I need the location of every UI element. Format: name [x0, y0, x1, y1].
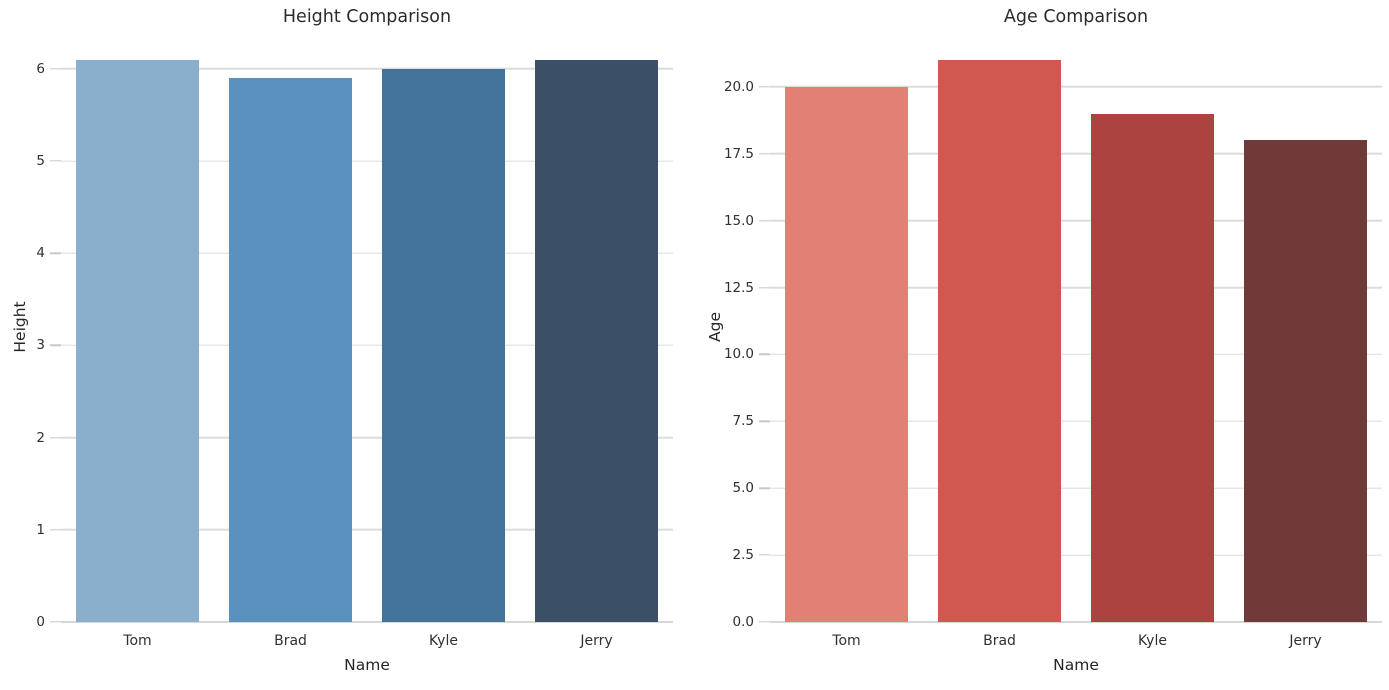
- x-tick-jerry: Jerry: [580, 633, 613, 649]
- plot-area: [770, 32, 1382, 623]
- y-tick-label: 4: [36, 245, 45, 262]
- chart-title: Height Comparison: [282, 7, 452, 27]
- gridline: [770, 353, 1382, 356]
- y-tick-mark: [50, 529, 61, 531]
- y-axis-label: Age: [706, 312, 724, 342]
- gridline: [770, 554, 1382, 556]
- gridline: [61, 160, 673, 162]
- y-tick-mark: [759, 86, 770, 88]
- bar-tom: [76, 59, 199, 622]
- gridline: [770, 286, 1382, 289]
- y-tick-mark: [50, 68, 61, 70]
- x-tick-brad: Brad: [983, 633, 1016, 649]
- y-tick-mark: [50, 621, 61, 623]
- y-tick-mark: [50, 436, 61, 439]
- y-tick-mark: [759, 153, 770, 155]
- y-tick-label: 1: [36, 521, 45, 538]
- x-tick-kyle: Kyle: [429, 633, 458, 649]
- x-tick-kyle: Kyle: [1138, 633, 1167, 649]
- bar-brad: [229, 78, 352, 622]
- y-tick-label: 10.0: [723, 346, 754, 363]
- y-tick-label: 17.5: [723, 145, 754, 162]
- y-tick-label: 6: [36, 60, 45, 77]
- x-tick-tom: Tom: [832, 633, 861, 649]
- x-tick-brad: Brad: [274, 633, 307, 649]
- y-tick-mark: [50, 252, 61, 254]
- bar-jerry: [1244, 140, 1367, 622]
- y-tick-mark: [759, 554, 770, 556]
- y-tick-label: 3: [36, 337, 45, 354]
- y-tick-label: 2: [36, 429, 45, 446]
- gridline: [61, 529, 673, 531]
- y-tick-label: 0.0: [732, 614, 754, 630]
- bar-tom: [785, 86, 908, 622]
- x-axis-spine: [770, 621, 1382, 623]
- y-tick-label: 15.0: [723, 212, 754, 229]
- y-tick-mark: [759, 286, 770, 289]
- y-tick-mark: [759, 487, 770, 489]
- y-tick-label: 5.0: [732, 480, 754, 497]
- x-axis-label: Name: [344, 656, 390, 674]
- y-tick-mark: [759, 420, 770, 423]
- gridline: [61, 344, 673, 347]
- gridline: [770, 487, 1382, 489]
- gridline: [61, 436, 673, 439]
- bar-jerry: [535, 59, 658, 622]
- plot-area: [61, 32, 673, 623]
- gridline: [61, 252, 673, 254]
- y-tick-label: 0: [36, 614, 45, 630]
- y-tick-label: 5: [36, 153, 45, 170]
- x-tick-jerry: Jerry: [1289, 633, 1322, 649]
- chart-title: Age Comparison: [1003, 7, 1149, 27]
- y-tick-mark: [759, 353, 770, 356]
- y-tick-mark: [759, 621, 770, 623]
- y-tick-label: 20.0: [723, 78, 754, 95]
- gridline: [770, 420, 1382, 423]
- y-tick-label: 12.5: [723, 279, 754, 296]
- gridline: [770, 86, 1382, 88]
- gridline: [770, 219, 1382, 222]
- x-axis-label: Name: [1053, 656, 1099, 674]
- bar-kyle: [1091, 113, 1214, 622]
- x-axis-spine: [61, 621, 673, 623]
- y-tick-mark: [50, 160, 61, 162]
- gridline: [61, 68, 673, 70]
- bar-kyle: [382, 68, 505, 622]
- y-tick-mark: [759, 219, 770, 222]
- x-tick-tom: Tom: [123, 633, 152, 649]
- gridline: [770, 153, 1382, 155]
- y-tick-label: 2.5: [732, 547, 754, 564]
- y-tick-mark: [50, 344, 61, 347]
- bar-brad: [938, 60, 1061, 622]
- y-tick-label: 7.5: [732, 413, 754, 430]
